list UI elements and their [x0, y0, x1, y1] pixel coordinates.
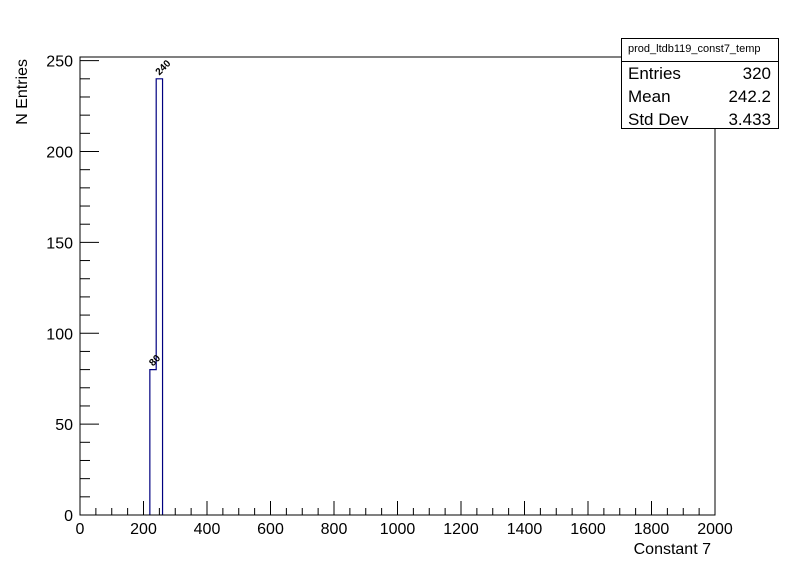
stats-value: 242.2 — [728, 87, 771, 106]
stats-label: Mean — [628, 87, 671, 106]
x-tick-label: 1600 — [570, 521, 606, 538]
stats-label: Std Dev — [628, 110, 689, 129]
x-tick-label: 1200 — [443, 521, 479, 538]
stats-row-mean: Mean 242.2 — [622, 85, 778, 108]
x-tick-label: 2000 — [697, 521, 733, 538]
stats-box: prod_ltdb119_const7_temp Entries 320 Mea… — [621, 38, 779, 129]
y-tick-label: 200 — [46, 145, 73, 162]
histogram-line — [149, 78, 164, 515]
x-tick-label: 0 — [76, 521, 85, 538]
x-tick-label: 400 — [194, 521, 221, 538]
x-tick-label: 1400 — [507, 521, 543, 538]
y-tick-label: 250 — [46, 54, 73, 71]
stats-value: 320 — [742, 64, 771, 83]
y-tick-label: 150 — [46, 235, 73, 252]
stats-value: 3.433 — [728, 110, 771, 129]
bin-value-label: 80 — [147, 353, 163, 369]
plot-frame — [79, 56, 716, 516]
x-tick-label: 600 — [257, 521, 284, 538]
y-axis-title: N Entries — [14, 59, 31, 125]
bin-value-label: 240 — [154, 58, 174, 78]
stats-row-stddev: Std Dev 3.433 — [622, 108, 778, 131]
y-tick-label: 0 — [64, 508, 73, 525]
y-tick-label: 50 — [55, 417, 73, 434]
x-tick-label: 800 — [321, 521, 348, 538]
x-tick-label: 1800 — [634, 521, 670, 538]
stats-label: Entries — [628, 64, 681, 83]
stats-row-entries: Entries 320 — [622, 62, 778, 85]
x-tick-label: 1000 — [380, 521, 416, 538]
x-axis-title: Constant 7 — [634, 541, 711, 558]
x-tick-label: 200 — [130, 521, 157, 538]
stats-title: prod_ltdb119_const7_temp — [622, 39, 778, 62]
y-tick-label: 100 — [46, 326, 73, 343]
